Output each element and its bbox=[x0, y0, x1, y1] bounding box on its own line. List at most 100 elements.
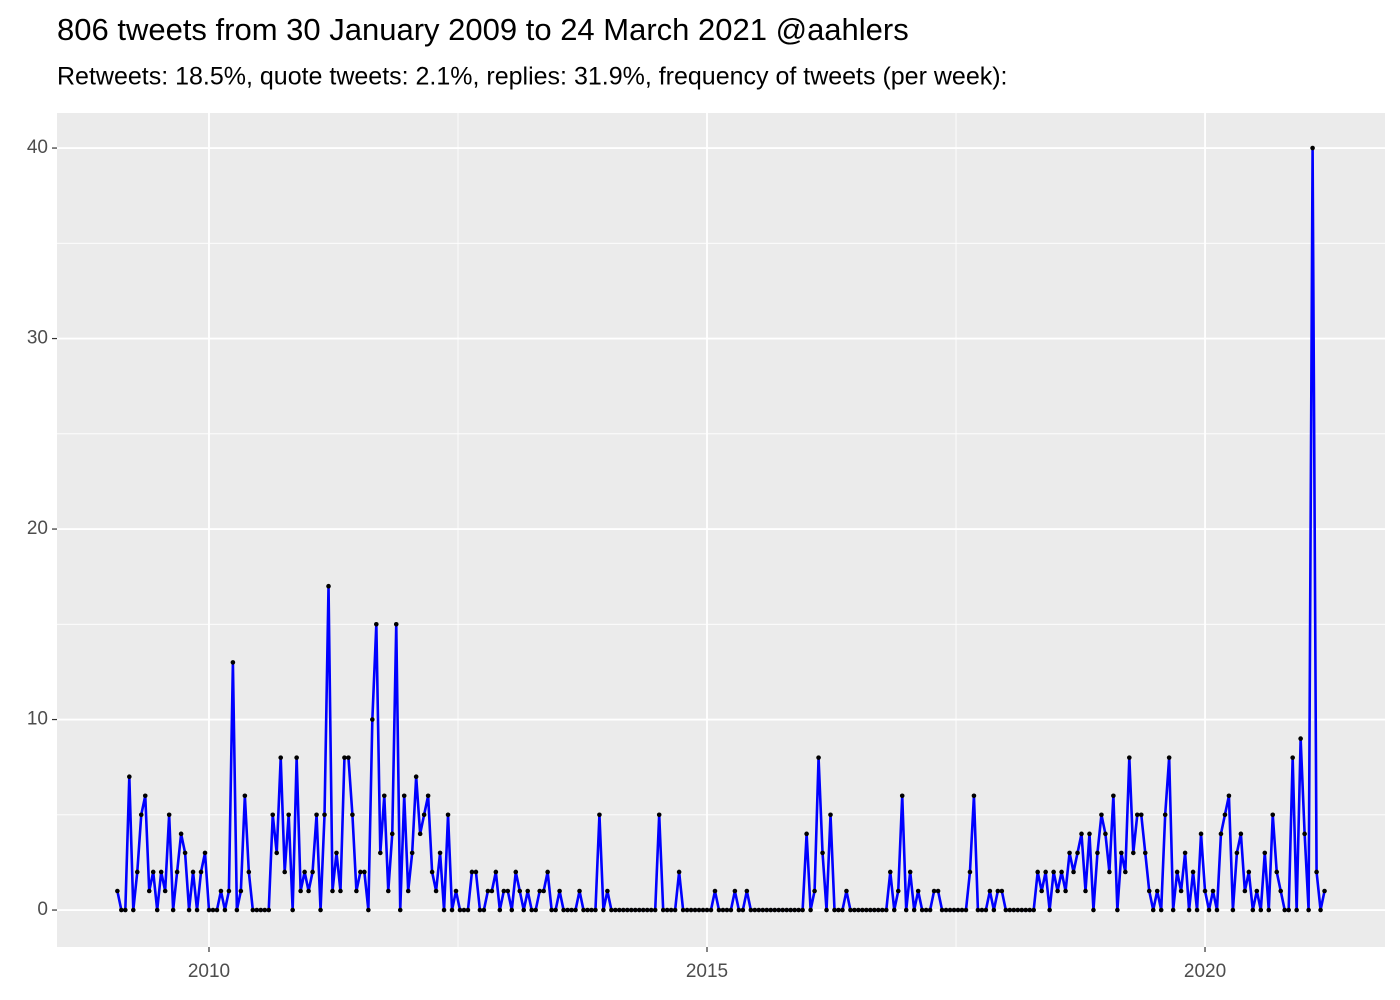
data-point bbox=[951, 907, 957, 913]
data-point bbox=[186, 907, 192, 913]
data-point bbox=[923, 907, 929, 913]
data-point bbox=[381, 793, 387, 799]
data-point bbox=[1246, 869, 1252, 875]
data-point bbox=[1274, 869, 1280, 875]
data-point bbox=[676, 869, 682, 875]
data-point bbox=[493, 869, 499, 875]
data-point bbox=[250, 907, 256, 913]
data-point bbox=[190, 869, 196, 875]
data-point bbox=[1254, 888, 1260, 894]
data-point bbox=[166, 812, 172, 818]
data-point bbox=[465, 907, 471, 913]
data-point bbox=[409, 850, 415, 856]
data-point bbox=[1043, 869, 1048, 875]
data-point bbox=[1011, 907, 1017, 913]
data-point bbox=[625, 907, 630, 913]
data-point bbox=[1134, 812, 1140, 818]
data-point bbox=[617, 907, 622, 913]
data-point bbox=[322, 812, 327, 818]
data-point bbox=[927, 907, 933, 913]
data-point bbox=[473, 869, 479, 875]
data-point bbox=[1294, 907, 1299, 913]
data-point bbox=[174, 869, 180, 875]
data-point bbox=[577, 888, 582, 894]
data-point bbox=[716, 907, 722, 913]
data-point bbox=[270, 812, 276, 818]
data-point bbox=[545, 869, 550, 875]
data-point bbox=[413, 774, 419, 779]
x-tick-label: 2010 bbox=[188, 961, 230, 982]
data-point bbox=[1095, 850, 1100, 856]
data-point bbox=[680, 907, 686, 913]
y-tick-label: 40 bbox=[27, 137, 48, 158]
data-point bbox=[138, 812, 144, 818]
data-point bbox=[401, 793, 407, 799]
data-point bbox=[704, 907, 710, 913]
data-point bbox=[198, 869, 204, 875]
data-point bbox=[840, 907, 845, 913]
data-point bbox=[732, 888, 738, 894]
data-point bbox=[150, 869, 156, 875]
data-point bbox=[824, 907, 829, 913]
data-point bbox=[1190, 869, 1196, 875]
data-point bbox=[1027, 907, 1033, 913]
y-tick-label: 10 bbox=[27, 709, 48, 730]
data-point bbox=[342, 755, 347, 760]
data-point bbox=[437, 850, 443, 856]
data-point bbox=[820, 850, 825, 856]
data-point bbox=[457, 907, 463, 913]
data-point bbox=[852, 907, 857, 913]
data-point bbox=[477, 907, 483, 913]
data-point bbox=[915, 888, 921, 894]
data-point bbox=[963, 907, 969, 913]
data-point bbox=[1310, 145, 1315, 151]
data-point bbox=[1131, 850, 1136, 856]
data-point bbox=[119, 907, 124, 913]
data-point bbox=[1250, 907, 1256, 913]
data-point bbox=[1019, 907, 1025, 913]
data-point bbox=[1318, 907, 1323, 913]
data-point bbox=[505, 888, 511, 894]
data-point bbox=[541, 888, 546, 894]
data-point bbox=[1150, 907, 1156, 913]
data-point bbox=[593, 907, 598, 913]
data-point bbox=[1178, 888, 1184, 894]
data-point bbox=[346, 755, 351, 760]
data-point bbox=[585, 907, 590, 913]
data-point bbox=[497, 907, 503, 913]
data-point bbox=[453, 888, 459, 894]
data-point bbox=[776, 907, 782, 913]
data-point bbox=[935, 888, 941, 894]
data-point bbox=[784, 907, 789, 913]
data-point bbox=[1278, 888, 1284, 894]
data-point bbox=[246, 869, 252, 875]
data-point bbox=[868, 907, 873, 913]
data-point bbox=[684, 907, 690, 913]
data-point bbox=[931, 888, 937, 894]
data-point bbox=[362, 869, 367, 875]
y-tick-label: 0 bbox=[37, 899, 48, 920]
data-point bbox=[206, 907, 212, 913]
data-point bbox=[1306, 907, 1311, 913]
data-point bbox=[469, 869, 475, 875]
data-point bbox=[860, 907, 865, 913]
data-point bbox=[903, 907, 909, 913]
data-point bbox=[780, 907, 786, 913]
data-point bbox=[1007, 907, 1013, 913]
data-point bbox=[178, 831, 184, 837]
data-point bbox=[700, 907, 706, 913]
data-point bbox=[1142, 850, 1148, 856]
data-point bbox=[891, 907, 897, 913]
data-point bbox=[1282, 907, 1288, 913]
data-point bbox=[696, 907, 702, 913]
data-point bbox=[405, 888, 411, 894]
data-point bbox=[397, 907, 403, 913]
data-point bbox=[1047, 907, 1052, 913]
data-point bbox=[230, 660, 236, 665]
data-point bbox=[286, 812, 291, 818]
data-point bbox=[123, 907, 128, 913]
data-point bbox=[146, 888, 152, 894]
data-point bbox=[417, 831, 423, 837]
data-point bbox=[652, 907, 658, 913]
